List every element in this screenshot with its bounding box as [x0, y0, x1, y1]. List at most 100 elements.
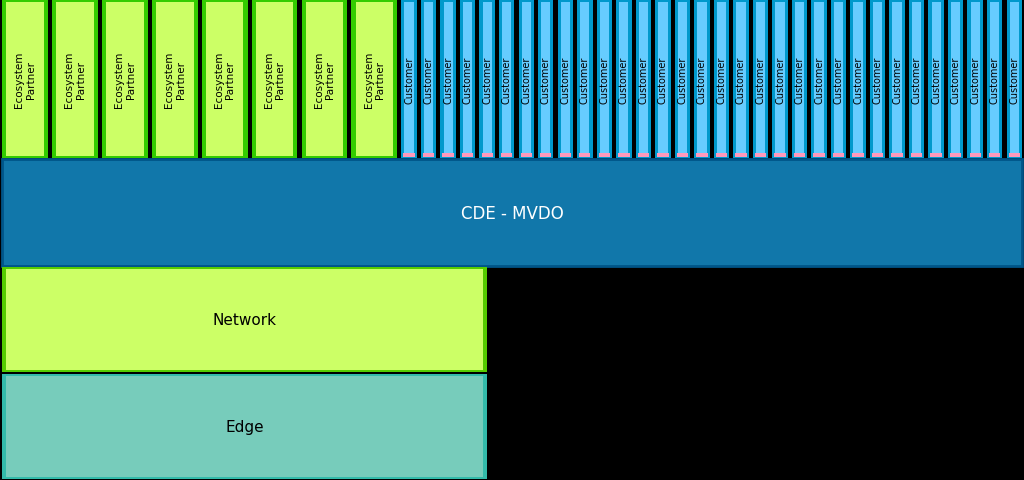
Bar — [423, 154, 434, 158]
Bar — [1010, 3, 1019, 154]
Bar — [948, 1, 964, 159]
Bar — [638, 154, 649, 158]
Text: Customer: Customer — [424, 56, 433, 104]
Bar — [775, 3, 784, 154]
Bar — [987, 1, 1002, 159]
Text: Customer: Customer — [931, 56, 941, 104]
Text: Ecosystem
Partner: Ecosystem Partner — [14, 52, 36, 108]
Text: Customer: Customer — [502, 56, 512, 104]
Bar — [599, 154, 610, 158]
Bar — [678, 3, 687, 154]
Text: Customer: Customer — [580, 56, 590, 104]
Bar — [911, 154, 923, 158]
Bar — [501, 154, 512, 158]
Bar — [636, 1, 651, 159]
Bar — [481, 154, 493, 158]
Bar — [890, 1, 905, 159]
Bar — [753, 1, 768, 159]
Bar — [460, 1, 475, 159]
Bar — [774, 154, 785, 158]
Bar — [951, 3, 961, 154]
Bar — [256, 3, 294, 157]
Bar — [813, 154, 824, 158]
Bar — [580, 154, 591, 158]
Bar — [872, 154, 884, 158]
Bar — [462, 154, 473, 158]
Text: Customer: Customer — [618, 56, 629, 104]
Bar — [989, 154, 1000, 158]
Bar — [912, 3, 922, 154]
Bar — [403, 154, 415, 158]
Bar — [833, 154, 844, 158]
Bar — [677, 154, 688, 158]
Bar — [482, 3, 492, 154]
Text: Edge: Edge — [225, 419, 264, 434]
Bar — [971, 3, 980, 154]
Bar — [618, 154, 630, 158]
Bar — [440, 1, 456, 159]
Text: Customer: Customer — [872, 56, 883, 104]
Text: Customer: Customer — [814, 56, 824, 104]
Text: Customer: Customer — [970, 56, 980, 104]
Bar — [735, 154, 746, 158]
Text: Ecosystem
Partner: Ecosystem Partner — [114, 52, 135, 108]
Bar — [581, 3, 590, 154]
Text: Customer: Customer — [541, 56, 551, 104]
Bar — [2, 1, 48, 159]
Bar — [795, 3, 804, 154]
Bar — [521, 3, 530, 154]
Text: Customer: Customer — [950, 56, 961, 104]
Bar — [756, 3, 765, 154]
Bar — [990, 3, 999, 154]
Bar — [814, 3, 823, 154]
Bar — [106, 3, 143, 157]
Bar — [950, 154, 962, 158]
Bar — [559, 154, 571, 158]
Bar — [794, 154, 805, 158]
Bar — [909, 1, 925, 159]
Bar — [717, 3, 726, 154]
Bar — [639, 3, 648, 154]
Bar — [932, 3, 941, 154]
Bar — [675, 1, 690, 159]
Text: Network: Network — [213, 312, 276, 328]
Bar — [893, 3, 902, 154]
Bar — [853, 3, 862, 154]
Bar — [792, 1, 807, 159]
Bar — [301, 1, 347, 159]
Text: Ecosystem
Partner: Ecosystem Partner — [214, 52, 236, 108]
Text: Customer: Customer — [657, 56, 668, 104]
Bar — [156, 3, 194, 157]
Bar — [56, 3, 94, 157]
Bar — [152, 1, 198, 159]
Bar — [834, 3, 843, 154]
Bar — [499, 1, 514, 159]
Text: Customer: Customer — [678, 56, 687, 104]
Bar — [616, 1, 632, 159]
Bar — [479, 1, 495, 159]
Text: Ecosystem
Partner: Ecosystem Partner — [65, 52, 86, 108]
Text: Customer: Customer — [521, 56, 531, 104]
Text: Customer: Customer — [638, 56, 648, 104]
Bar — [655, 1, 671, 159]
Bar — [102, 1, 147, 159]
Bar — [968, 1, 983, 159]
Text: CDE - MVDO: CDE - MVDO — [461, 204, 563, 222]
Bar — [697, 3, 707, 154]
Bar — [351, 1, 397, 159]
Bar — [2, 374, 487, 479]
Bar — [52, 1, 98, 159]
Bar — [716, 154, 727, 158]
Text: Customer: Customer — [1010, 56, 1019, 104]
Bar — [1007, 1, 1022, 159]
Text: Customer: Customer — [560, 56, 570, 104]
Bar — [206, 3, 244, 157]
Bar — [424, 3, 433, 154]
Bar — [404, 3, 414, 154]
Bar — [305, 3, 343, 157]
Bar — [872, 3, 883, 154]
Bar — [870, 1, 886, 159]
Bar — [401, 1, 417, 159]
Bar — [600, 3, 609, 154]
Bar — [202, 1, 248, 159]
